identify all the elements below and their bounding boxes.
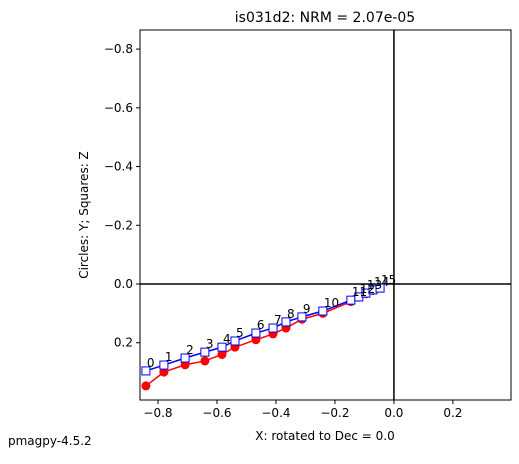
point-label: 5 <box>236 326 244 340</box>
square-marker <box>200 347 210 357</box>
point-label: 2 <box>186 343 194 357</box>
y-tick-label: −0.8 <box>104 42 133 56</box>
x-tick-label: −0.2 <box>320 406 349 420</box>
square-marker <box>180 353 190 363</box>
square-marker <box>318 306 328 316</box>
circle-marker <box>217 349 227 359</box>
point-label: 10 <box>324 296 339 310</box>
point-label: 14 <box>374 275 389 289</box>
axes-frame <box>139 29 512 401</box>
point-label: 4 <box>223 332 231 346</box>
point-label: 15 <box>381 273 396 287</box>
x-tick-label: 0.0 <box>384 406 403 420</box>
point-label: 3 <box>206 337 214 351</box>
y-tick-label: −0.2 <box>104 218 133 232</box>
y-tick-label: 0.0 <box>114 277 133 291</box>
y-tick-label: −0.6 <box>104 101 133 115</box>
x-tick-label: −0.6 <box>202 406 231 420</box>
square-marker <box>251 328 261 338</box>
circle-marker <box>180 360 190 370</box>
circle-marker <box>141 381 151 391</box>
point-label: 8 <box>287 307 295 321</box>
x-axis-label: X: rotated to Dec = 0.0 <box>255 429 395 443</box>
circle-marker <box>159 367 169 377</box>
point-label: 12 <box>360 282 375 296</box>
y-axis-label: Circles: Y; Squares: Z <box>77 151 91 279</box>
square-marker <box>141 366 151 376</box>
point-label: 9 <box>303 302 311 316</box>
point-label: 0 <box>147 356 155 370</box>
point-label: 6 <box>257 318 265 332</box>
chart-title: is031d2: NRM = 2.07e-05 <box>235 10 415 26</box>
square-marker <box>281 317 291 327</box>
x-tick-label: 0.2 <box>443 406 462 420</box>
point-label: 13 <box>367 278 382 292</box>
circle-marker <box>200 356 210 366</box>
y-tick-label: 0.2 <box>114 336 133 350</box>
square-marker <box>297 312 307 322</box>
circle-marker <box>251 335 261 345</box>
footer-text: pmagpy-4.5.2 <box>8 434 92 448</box>
point-label: 7 <box>274 313 282 327</box>
square-marker <box>375 283 385 293</box>
square-marker <box>159 360 169 370</box>
y-tick-label: −0.4 <box>104 160 133 174</box>
square-marker <box>268 323 278 333</box>
square-marker <box>217 342 227 352</box>
square-marker <box>230 336 240 346</box>
x-tick-label: −0.4 <box>261 406 290 420</box>
point-label: 1 <box>165 350 173 364</box>
point-label: 11 <box>352 285 367 299</box>
x-tick-label: −0.8 <box>143 406 172 420</box>
